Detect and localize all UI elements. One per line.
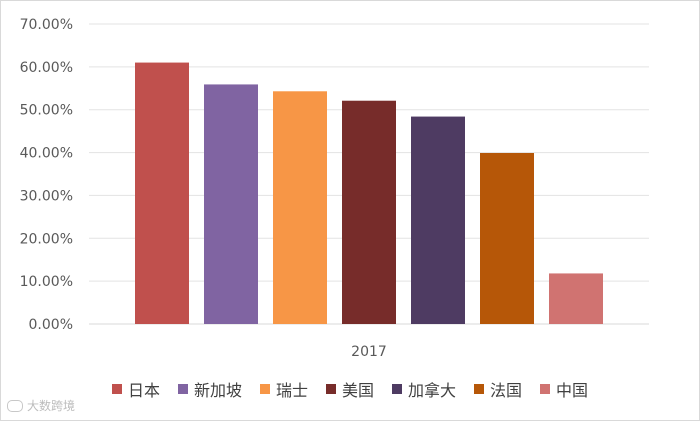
legend-swatch xyxy=(392,384,402,394)
watermark-icon xyxy=(7,399,23,412)
legend-swatch xyxy=(259,384,270,394)
bar-4 xyxy=(342,100,396,324)
bar-5 xyxy=(411,116,465,324)
watermark-text: 大数跨境 xyxy=(27,399,76,413)
bar-3 xyxy=(273,91,327,325)
legend-swatch xyxy=(325,384,336,394)
legend-label: 中国 xyxy=(556,381,589,400)
legend-swatch xyxy=(540,384,551,394)
legend-item-5: 加拿大 xyxy=(392,377,456,401)
legend-item-6: 法国 xyxy=(474,377,522,401)
legend-label: 新加坡 xyxy=(193,381,242,400)
legend-swatch xyxy=(177,384,188,394)
y-tick-label: 0.00% xyxy=(29,317,73,333)
y-tick-label: 70.00% xyxy=(20,17,73,33)
legend-item-2: 新加坡 xyxy=(177,377,242,401)
legend-swatch xyxy=(111,384,122,394)
y-tick-label: 40.00% xyxy=(20,146,73,162)
y-tick-label: 20.00% xyxy=(20,231,73,247)
bar-2 xyxy=(204,84,258,324)
legend-item-4: 美国 xyxy=(325,377,374,401)
legend: 日本 新加坡 瑞士 美国 加拿大 法国 中国 xyxy=(1,377,699,401)
y-tick-label: 50.00% xyxy=(20,103,73,119)
legend-label: 美国 xyxy=(341,381,374,400)
legend-item-3: 瑞士 xyxy=(259,377,308,401)
legend-label: 瑞士 xyxy=(275,381,308,400)
x-category-label: 2017 xyxy=(351,344,387,360)
bar-7 xyxy=(549,273,603,324)
legend-item-7: 中国 xyxy=(540,377,588,401)
legend-label: 法国 xyxy=(490,381,523,400)
y-tick-label: 60.00% xyxy=(20,60,73,76)
y-tick-label: 30.00% xyxy=(20,188,73,204)
legend-label: 日本 xyxy=(127,381,160,400)
bar-1 xyxy=(135,62,189,324)
bar-6 xyxy=(480,153,534,324)
watermark: 大数跨境 xyxy=(7,397,75,414)
bar-chart: 0.00% 10.00% 20.00% 30.00% 40.00% 50.00% 60.00… xyxy=(20,17,649,360)
legend-item-1: 日本 xyxy=(111,377,160,401)
legend-label: 加拿大 xyxy=(408,381,457,400)
legend-swatch xyxy=(474,384,485,394)
y-tick-label: 10.00% xyxy=(20,274,73,290)
